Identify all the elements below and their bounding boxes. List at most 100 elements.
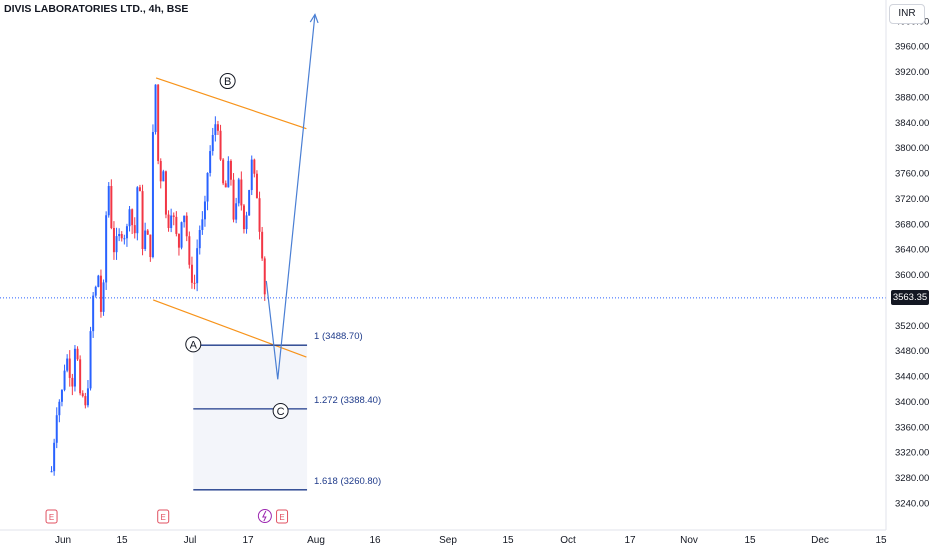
earnings-event-marker[interactable]: E [157,509,170,524]
candle-body [94,286,97,296]
candle-body [201,219,204,231]
x-tick-label: Oct [560,535,576,546]
candle-body [110,186,113,229]
candle-body [170,215,173,229]
x-tick-label: Aug [307,535,325,546]
candle-body [92,295,95,332]
svg-text:B: B [224,76,231,88]
candle-body [146,230,149,235]
candle-body [261,231,264,259]
fibonacci-levels: 1 (3488.70) 1.272 (3388.40) 1.618 (3260.80… [193,331,381,491]
candle-body [79,359,82,394]
candle-body [81,393,84,397]
candle-body [68,358,71,378]
y-tick-label: 3760.00 [895,169,929,180]
candle-body [190,264,193,283]
candle-body [120,234,123,239]
y-tick-label: 3600.00 [895,270,929,281]
candle-body [138,187,141,192]
x-tick-label: Jul [184,535,197,546]
y-tick-label: 3680.00 [895,219,929,230]
y-tick-label: 3400.00 [895,397,929,408]
candle-body [76,348,79,360]
x-tick-label: 17 [624,535,636,546]
x-tick-label: 16 [369,535,381,546]
candle-body [73,348,76,387]
svg-text:E: E [279,513,284,522]
candle-body [149,234,152,258]
candle-body [151,132,154,258]
y-tick-label: 3720.00 [895,194,929,205]
y-axis: 3240.00 3280.00 3320.00 3360.00 3400.00 3440.… [895,16,929,509]
candle-body [144,230,147,249]
projection-line[interactable] [265,14,316,380]
candle-body [237,179,240,204]
earnings-event-marker[interactable]: E [45,509,58,524]
candle-body [222,159,225,184]
currency-button[interactable]: INR [889,4,925,24]
y-tick-label: 3960.00 [895,42,929,53]
candle-body [84,396,87,406]
candle-body [58,401,61,416]
candle-body [66,358,69,371]
candle-body [102,282,105,312]
channel-line-upper[interactable] [155,77,307,130]
fib-level-label: 1.618 (3260.80) [314,476,381,487]
candle-body [115,236,118,253]
candle-body [133,225,136,234]
candle-body [193,282,196,284]
candle-body [60,389,63,402]
candle-body [235,203,238,220]
y-tick-label: 3920.00 [895,67,929,78]
candle-body [209,151,212,173]
x-tick-label: Sep [439,535,457,546]
y-tick-label: 3880.00 [895,92,929,103]
wave-label-a[interactable]: A [185,336,202,353]
svg-text:E: E [161,513,166,522]
candle-body [131,209,134,226]
candle-body [188,236,191,265]
candle-body [97,275,100,287]
candle-body [112,228,115,253]
y-tick-label: 3800.00 [895,143,929,154]
candle-body [206,172,209,202]
wave-label-b[interactable]: B [219,73,236,90]
candle-body [118,234,121,237]
fib-zone [193,345,308,490]
earnings-event-marker[interactable]: E [276,509,289,524]
candle-body [240,179,243,206]
x-tick-label: 17 [242,535,254,546]
candle-body [50,471,53,473]
split-event-icon[interactable] [257,509,272,523]
candle-body [183,215,186,223]
candle-body [175,216,178,234]
candle-body [53,442,56,472]
candle-body [255,173,258,199]
candle-body [55,415,58,443]
candle-body [71,377,74,387]
svg-text:E: E [49,513,54,522]
y-tick-label: 3520.00 [895,321,929,332]
y-tick-label: 3320.00 [895,448,929,459]
candle-body [216,124,219,131]
candle-body [123,238,126,240]
y-tick-label: 3640.00 [895,245,929,256]
candle-body [105,215,108,283]
wave-annotations: A B C [185,73,289,419]
candle-body [245,215,248,230]
x-axis: Jun 15 Jul 17 Aug 16 Sep 15 Oct 17 Nov 15 Dec 15 [55,535,887,546]
candle-body [214,124,217,135]
candle-body [128,209,131,227]
candle-body [219,130,222,160]
candle-body [224,183,227,188]
wave-label-c[interactable]: C [272,402,289,419]
candle-body [227,160,230,188]
candle-body [180,222,183,248]
candle-body [250,159,253,191]
y-tick-label: 3240.00 [895,499,929,510]
x-tick-label: 15 [116,535,128,546]
candle-body [177,233,180,248]
candle-body [157,84,160,161]
